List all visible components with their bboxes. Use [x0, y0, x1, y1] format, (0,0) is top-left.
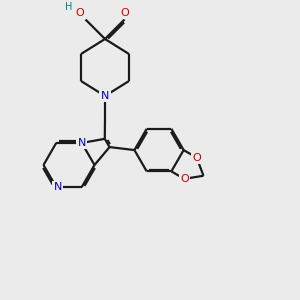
Text: N: N [54, 182, 62, 192]
Text: O: O [76, 8, 85, 18]
Text: O: O [180, 174, 189, 184]
Text: O: O [192, 153, 201, 163]
Text: N: N [78, 138, 86, 148]
Text: O: O [120, 8, 129, 18]
Text: H: H [65, 2, 73, 12]
Text: N: N [101, 91, 109, 101]
